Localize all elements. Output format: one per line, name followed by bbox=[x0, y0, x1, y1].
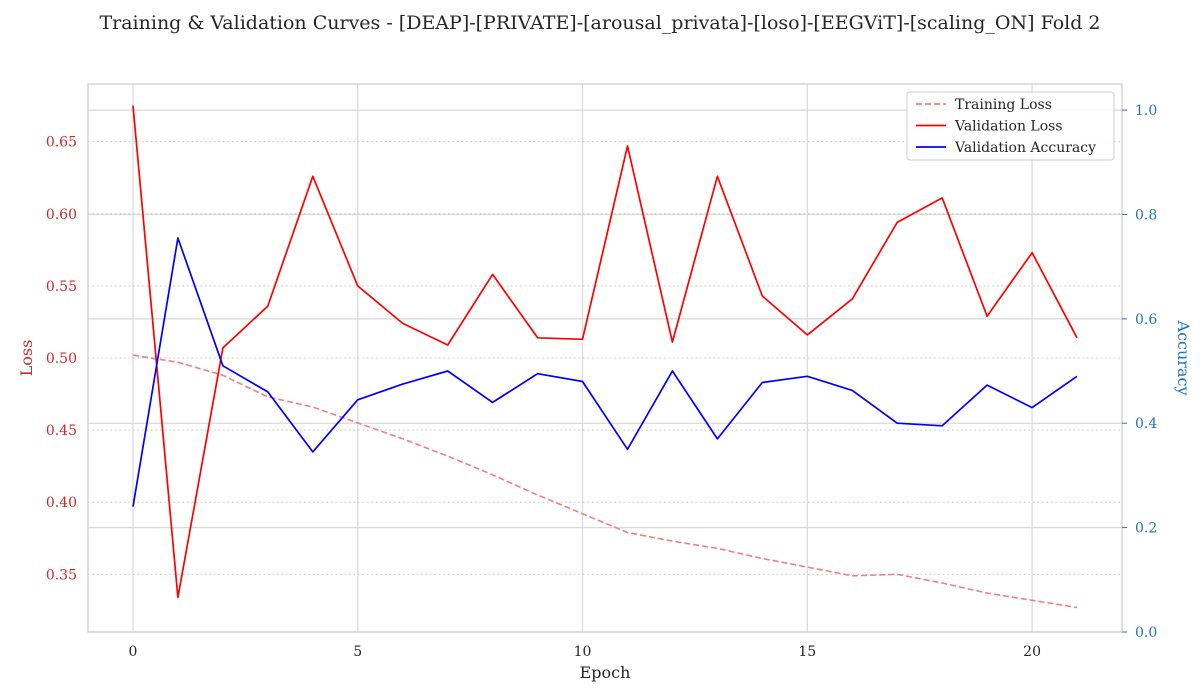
series-layer bbox=[132, 105, 1078, 609]
legend: Training Loss Validation Loss Validation A… bbox=[906, 91, 1115, 161]
y-left-tick-label: 0.65 bbox=[46, 135, 77, 151]
series-line-training-loss bbox=[132, 354, 1078, 609]
x-tick-label: 20 bbox=[1023, 644, 1041, 660]
y-right-tick-label: 0.4 bbox=[1135, 416, 1157, 432]
legend-box bbox=[906, 91, 1115, 161]
y-left-tick-label: 0.35 bbox=[46, 567, 77, 583]
y-left-tick-label: 0.55 bbox=[46, 279, 77, 295]
legend-label-training-loss: Training Loss bbox=[955, 97, 1052, 113]
x-tick-label: 10 bbox=[574, 644, 592, 660]
y-axis-label-left: Loss bbox=[17, 340, 36, 377]
y-right-tick-label: 0.6 bbox=[1135, 312, 1157, 328]
y-left-tick-label: 0.50 bbox=[46, 351, 77, 367]
y-left-tick-label: 0.40 bbox=[46, 495, 77, 511]
y-right-tick-label: 0.8 bbox=[1135, 207, 1157, 223]
chart-title: Training & Validation Curves - [DEAP]-[P… bbox=[99, 12, 1100, 34]
plot-frame bbox=[87, 83, 1123, 633]
series-line-validation-accuracy bbox=[132, 237, 1078, 507]
grid bbox=[88, 84, 1122, 633]
legend-label-validation-accuracy: Validation Accuracy bbox=[954, 140, 1096, 156]
x-tick-label: 15 bbox=[798, 644, 816, 660]
y-right-tick-label: 1.0 bbox=[1135, 103, 1157, 119]
y-left-tick-label: 0.60 bbox=[46, 207, 77, 223]
series-line-validation-loss bbox=[132, 105, 1078, 599]
legend-label-validation-loss: Validation Loss bbox=[954, 119, 1063, 135]
x-tick-label: 5 bbox=[353, 644, 362, 660]
y-left-tick-label: 0.45 bbox=[46, 423, 77, 439]
y-right-tick-label: 0.2 bbox=[1135, 521, 1157, 537]
x-axis-label: Epoch bbox=[580, 663, 631, 682]
x-tick-label: 0 bbox=[128, 644, 137, 660]
y-right-tick-label: 0.0 bbox=[1135, 625, 1157, 641]
y-axis-label-right: Accuracy bbox=[1174, 320, 1193, 396]
tick-labels: 0 5 10 15 20 0.0 0.2 0.4 0.6 0.8 1.0 0.35 0.40 0.45 0.… bbox=[46, 103, 1158, 660]
